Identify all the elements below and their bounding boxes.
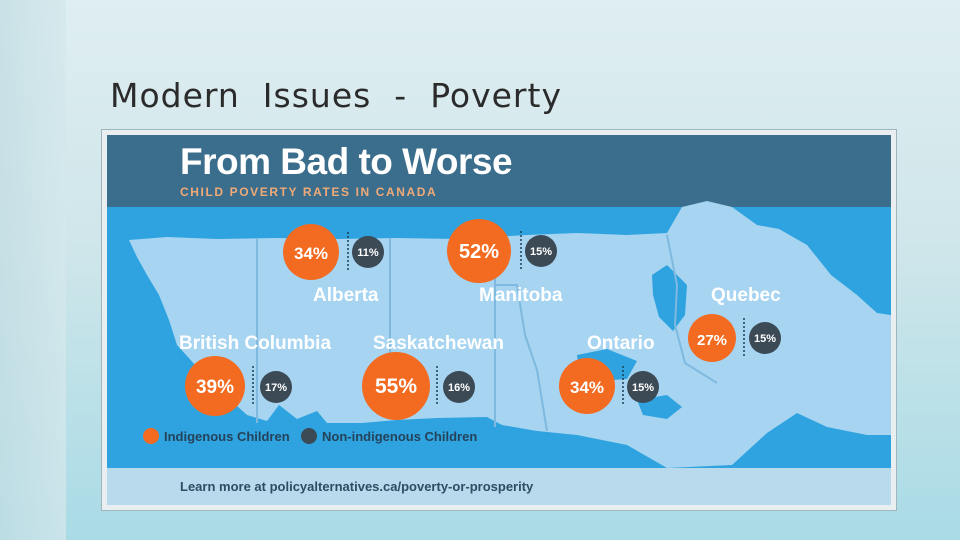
non-indigenous-value-alberta: 11% — [357, 247, 379, 259]
non-indigenous-bubble-alberta — [352, 236, 384, 268]
infographic-frame: From Bad to Worse CHILD POVERTY RATES IN… — [102, 130, 896, 510]
indigenous-bubble-ontario — [559, 358, 615, 414]
slide-title: Modern Issues - Poverty — [110, 76, 562, 115]
province-label-quebec: Quebec — [711, 285, 781, 306]
infographic-footer: Learn more at policyalternatives.ca/pove… — [107, 468, 891, 505]
province-label-british-columbia: British Columbia — [179, 333, 331, 354]
indigenous-bubble-saskatchewan — [362, 352, 430, 420]
non-indigenous-value-ontario: 15% — [632, 382, 654, 394]
indigenous-value-ontario: 34% — [570, 378, 604, 397]
legend-indigenous-swatch — [143, 428, 159, 444]
non-indigenous-value-british-columbia: 17% — [265, 382, 287, 394]
province-label-ontario: Ontario — [587, 333, 655, 354]
province-label-manitoba: Manitoba — [479, 285, 563, 306]
non-indigenous-bubble-quebec — [749, 322, 781, 354]
non-indigenous-bubble-manitoba — [525, 235, 557, 267]
canada-map-chart: British Columbia Alberta Saskatchewan Manit… — [129, 201, 891, 468]
footer-link-text[interactable]: Learn more at policyalternatives.ca/pove… — [180, 479, 534, 494]
indigenous-bubble-alberta — [283, 224, 339, 280]
infographic-header: From Bad to Worse CHILD POVERTY RATES IN… — [107, 135, 891, 207]
value-bubbles: 39% 17% 34% 11% 55% 16% 52% 15% 34% 15% 27% 15% — [185, 219, 781, 420]
chart-title: From Bad to Worse — [180, 141, 513, 182]
non-indigenous-value-saskatchewan: 16% — [448, 382, 470, 394]
province-labels: British Columbia Alberta Saskatchewan Manit… — [179, 285, 781, 354]
non-indigenous-bubble-ontario — [627, 371, 659, 403]
non-indigenous-value-manitoba: 15% — [530, 246, 552, 258]
indigenous-value-manitoba: 52% — [459, 241, 499, 263]
legend-non-indigenous-swatch — [301, 428, 317, 444]
indigenous-bubble-british-columbia — [185, 356, 245, 416]
legend-indigenous-label: Indigenous Children — [164, 429, 290, 444]
non-indigenous-value-quebec: 15% — [754, 333, 776, 345]
chart-subtitle: CHILD POVERTY RATES IN CANADA — [180, 185, 438, 199]
infographic: From Bad to Worse CHILD POVERTY RATES IN… — [107, 135, 891, 505]
legend-non-indigenous-label: Non-indigenous Children — [322, 429, 477, 444]
province-label-saskatchewan: Saskatchewan — [373, 333, 504, 354]
indigenous-value-quebec: 27% — [697, 332, 727, 349]
indigenous-bubble-quebec — [688, 314, 736, 362]
indigenous-bubble-manitoba — [447, 219, 511, 283]
non-indigenous-bubble-saskatchewan — [443, 371, 475, 403]
legend: Indigenous Children Non-indigenous Child… — [143, 428, 477, 444]
indigenous-value-alberta: 34% — [294, 244, 328, 263]
indigenous-value-british-columbia: 39% — [196, 377, 234, 398]
indigenous-value-saskatchewan: 55% — [375, 375, 417, 398]
slide-background-band — [0, 0, 66, 540]
province-label-alberta: Alberta — [313, 285, 379, 306]
non-indigenous-bubble-british-columbia — [260, 371, 292, 403]
